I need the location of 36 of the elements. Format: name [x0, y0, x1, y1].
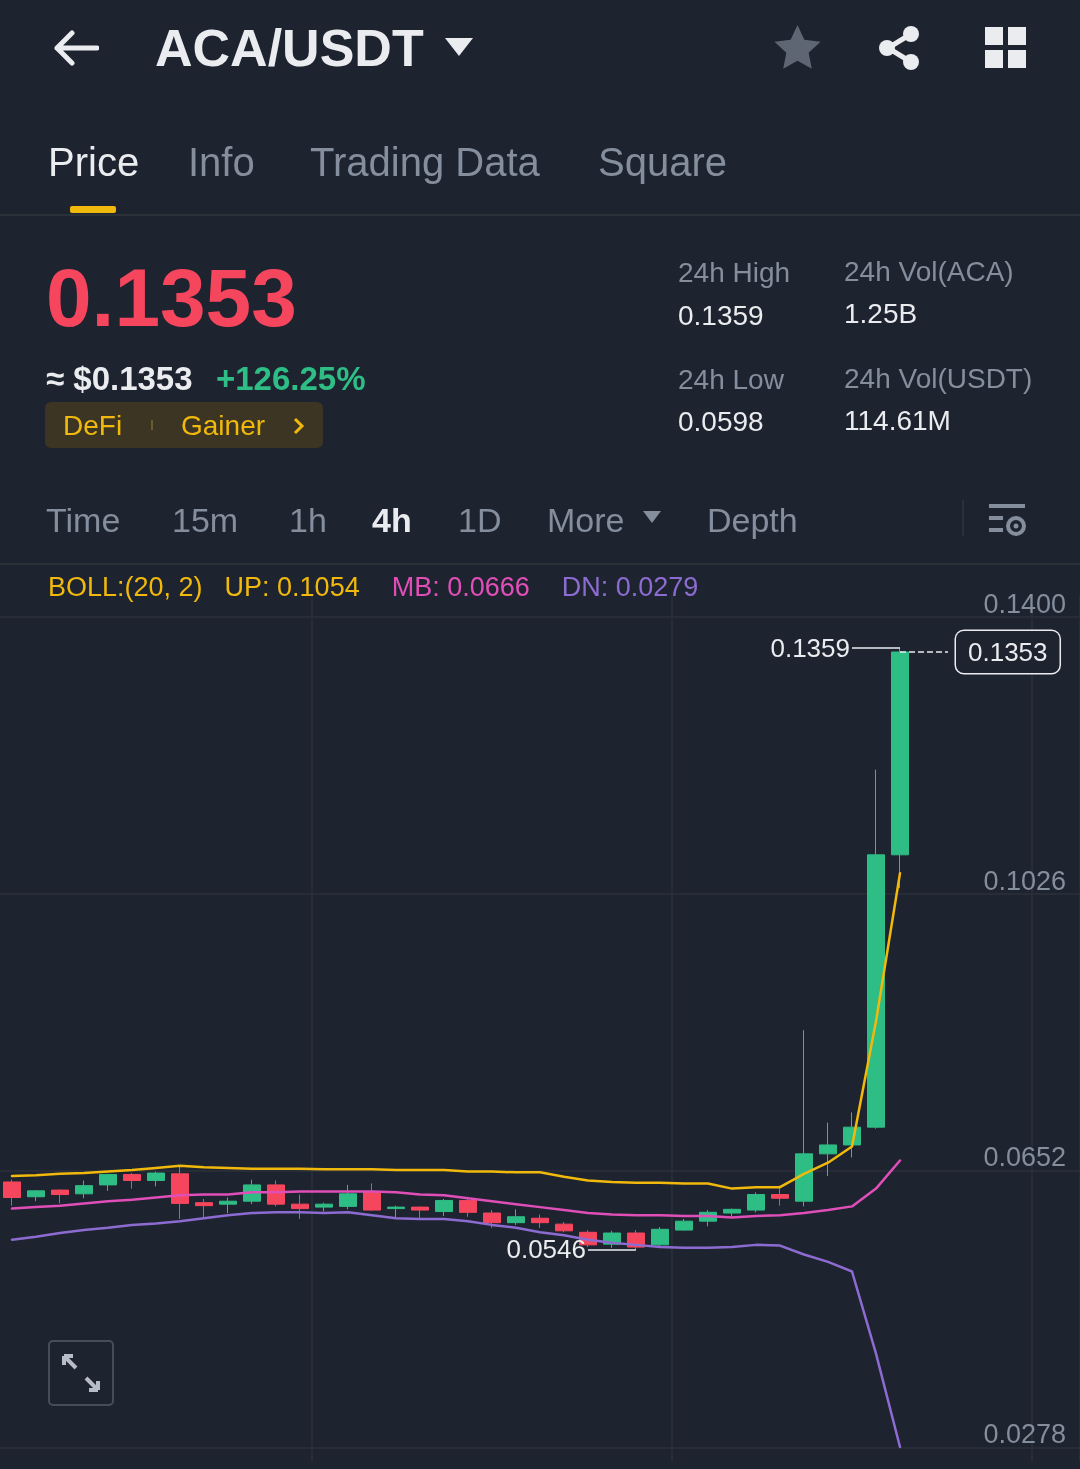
- text: Depth: [707, 501, 798, 540]
- text: Info: [188, 140, 255, 184]
- legend-title: BOLL:(20, 2): [48, 572, 203, 603]
- text: 1h: [289, 501, 327, 540]
- text: 24h Vol(USDT): [844, 362, 1033, 395]
- text: UP: 0.1054: [224, 572, 360, 603]
- text: DeFi: [63, 409, 123, 442]
- text: 1.25B: [844, 297, 918, 330]
- text: 1D: [458, 501, 502, 540]
- y-tick-label: 0.1026: [983, 865, 1066, 896]
- text: Trading Data: [310, 140, 540, 184]
- text: Square: [598, 140, 727, 184]
- text: DN: 0.0279: [561, 572, 699, 603]
- annotation: 0.1359: [770, 632, 850, 663]
- text: +126.25%: [216, 359, 366, 398]
- text: 114.61M: [844, 404, 951, 437]
- text: 24h Low: [678, 363, 784, 396]
- text: 0.1359: [678, 299, 764, 332]
- text: More: [547, 501, 625, 540]
- annotation: 0.0546: [506, 1234, 586, 1265]
- text: Time: [46, 501, 121, 540]
- text: 0.0598: [678, 405, 764, 438]
- y-tick-label: 0.0652: [983, 1142, 1066, 1173]
- text: Gainer: [181, 409, 266, 442]
- text: Price: [48, 140, 140, 184]
- ref-line-label: 0.1353: [968, 636, 1048, 667]
- text: MB: 0.0666: [391, 572, 530, 603]
- text: 15m: [172, 501, 239, 540]
- text: 24h Vol(ACA): [844, 255, 1014, 288]
- text: 0.1353: [46, 251, 297, 344]
- text: ≈ $0.1353: [46, 359, 193, 398]
- y-tick-label: 0.0278: [983, 1419, 1066, 1450]
- text: 24h High: [678, 256, 791, 289]
- text: 4h: [372, 501, 412, 540]
- y-tick-label: 0.1400: [983, 588, 1066, 619]
- chart-title: ACA/USDT: [155, 19, 424, 77]
